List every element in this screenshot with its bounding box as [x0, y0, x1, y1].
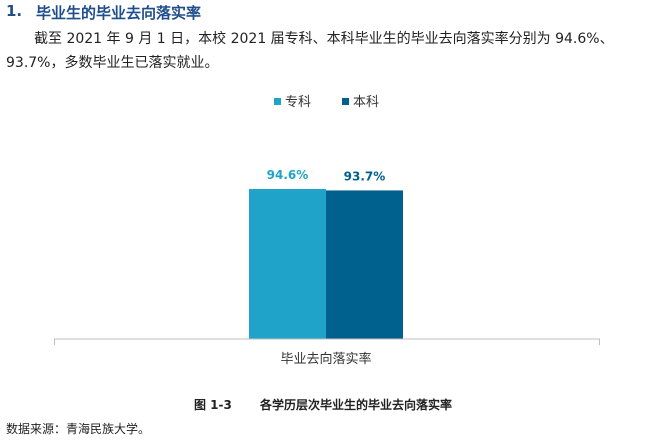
heading-text: 毕业生的毕业去向落实率 [36, 4, 202, 22]
legend-label-1: 本科 [353, 95, 379, 110]
figure-caption: 图 1-3 各学历层次毕业生的毕业去向落实率 [0, 396, 646, 413]
legend-swatch-1 [342, 98, 349, 105]
data-label-0: 94.6% [267, 168, 309, 182]
x-tick-label-0: 毕业去向落实率 [280, 351, 371, 367]
bar-1 [326, 190, 403, 339]
bar-0 [249, 189, 326, 339]
section-heading: 1. 毕业生的毕业去向落实率 [6, 2, 201, 23]
legend-swatch-0 [274, 98, 281, 105]
intro-paragraph: 截至 2021 年 9 月 1 日，本校 2021 届专科、本科毕业生的毕业去向… [6, 31, 614, 71]
heading-number: 1. [6, 2, 23, 20]
data-label-1: 93.7% [344, 169, 386, 183]
figure-number: 图 1-3 [193, 398, 232, 412]
chart-bars: 94.6% 93.7% [249, 168, 403, 339]
bar-chart: 专科 本科 94.6% 93.7% 毕业去向落实率 [54, 95, 600, 367]
chart-legend: 专科 本科 [274, 95, 379, 110]
figure-title: 各学历层次毕业生的毕业去向落实率 [260, 398, 453, 412]
legend-label-0: 专科 [285, 95, 311, 110]
data-source: 数据来源：青海民族大学。 [6, 422, 151, 436]
x-axis: 毕业去向落实率 [54, 338, 600, 367]
